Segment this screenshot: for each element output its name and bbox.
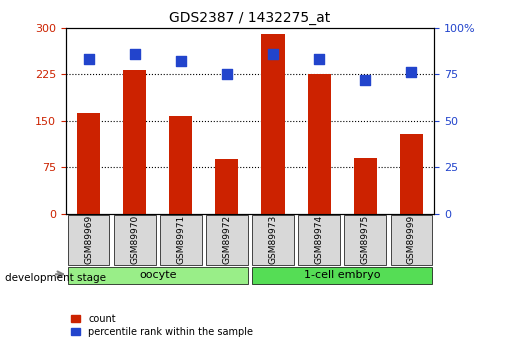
Bar [77,113,100,214]
Text: GSM89972: GSM89972 [222,215,231,264]
Bar [354,158,377,214]
Text: GSM89970: GSM89970 [130,215,139,264]
Text: GSM89999: GSM89999 [407,215,416,264]
Bar [169,116,192,214]
FancyBboxPatch shape [114,215,156,265]
Bar [308,73,331,214]
Text: GSM89969: GSM89969 [84,215,93,264]
Text: GSM89971: GSM89971 [176,215,185,264]
Point [177,58,185,64]
Bar [400,135,423,214]
Point [131,51,139,57]
Point [361,77,369,82]
Text: development stage: development stage [5,273,106,283]
Bar [123,70,146,214]
FancyBboxPatch shape [68,267,247,284]
FancyBboxPatch shape [344,215,386,265]
FancyBboxPatch shape [160,215,201,265]
FancyBboxPatch shape [390,215,432,265]
Point [85,57,93,62]
Text: GSM89973: GSM89973 [269,215,278,264]
FancyBboxPatch shape [298,215,340,265]
Bar [262,34,284,214]
Text: GSM89975: GSM89975 [361,215,370,264]
Text: 1-cell embryo: 1-cell embryo [304,270,380,280]
Text: oocyte: oocyte [139,270,177,280]
FancyBboxPatch shape [252,267,432,284]
Point [315,57,323,62]
Point [407,70,415,75]
FancyBboxPatch shape [252,215,294,265]
Legend: count, percentile rank within the sample: count, percentile rank within the sample [71,314,253,337]
FancyBboxPatch shape [68,215,110,265]
Point [269,51,277,57]
Point [223,71,231,77]
FancyBboxPatch shape [206,215,247,265]
Title: GDS2387 / 1432275_at: GDS2387 / 1432275_at [169,11,331,25]
Bar [216,159,238,214]
Text: GSM89974: GSM89974 [315,215,324,264]
